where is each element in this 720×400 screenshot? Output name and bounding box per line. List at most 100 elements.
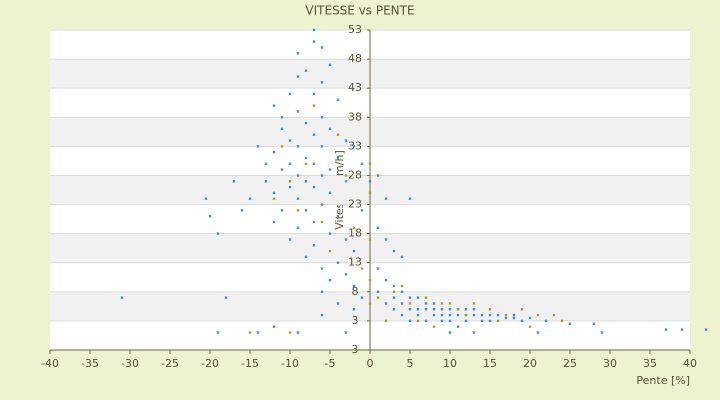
point bbox=[424, 319, 428, 323]
point bbox=[256, 145, 260, 148]
x-tick-label: -35 bbox=[81, 357, 99, 370]
point bbox=[368, 162, 372, 166]
point bbox=[312, 185, 316, 189]
point bbox=[480, 319, 484, 323]
point bbox=[272, 104, 276, 107]
point bbox=[232, 180, 236, 183]
point bbox=[336, 133, 340, 136]
point bbox=[400, 284, 404, 288]
point bbox=[280, 116, 284, 119]
point bbox=[328, 249, 332, 253]
point bbox=[400, 255, 404, 259]
point bbox=[392, 290, 396, 294]
point bbox=[472, 302, 476, 305]
point bbox=[288, 238, 292, 241]
point bbox=[552, 313, 556, 317]
point bbox=[320, 313, 324, 317]
x-tick-label: -5 bbox=[325, 357, 336, 370]
point bbox=[448, 313, 452, 317]
point bbox=[368, 191, 372, 195]
point bbox=[392, 296, 396, 299]
point bbox=[280, 209, 284, 212]
x-tick-label: 20 bbox=[523, 357, 537, 370]
point bbox=[304, 162, 308, 166]
point bbox=[448, 308, 452, 311]
point bbox=[328, 63, 332, 67]
point bbox=[240, 209, 244, 212]
point bbox=[600, 331, 604, 334]
point bbox=[304, 121, 308, 125]
point bbox=[384, 319, 388, 323]
point bbox=[352, 226, 356, 230]
point bbox=[432, 302, 436, 305]
point bbox=[392, 308, 396, 311]
point bbox=[536, 331, 540, 334]
y-tick-label: 3 bbox=[352, 314, 359, 327]
point bbox=[360, 296, 364, 299]
point bbox=[360, 162, 364, 166]
point bbox=[464, 308, 468, 311]
point bbox=[304, 156, 308, 160]
point bbox=[472, 331, 476, 334]
point bbox=[568, 322, 572, 326]
point bbox=[272, 197, 276, 200]
y-tick-label: 48 bbox=[348, 52, 362, 65]
chart-title: VITESSE vs PENTE bbox=[305, 4, 414, 18]
x-tick-label: 15 bbox=[483, 357, 497, 370]
point bbox=[368, 180, 372, 183]
point bbox=[376, 296, 380, 299]
point bbox=[304, 209, 308, 212]
point bbox=[408, 197, 412, 200]
point bbox=[480, 313, 484, 317]
point bbox=[312, 92, 316, 96]
point bbox=[512, 316, 516, 320]
point bbox=[400, 313, 404, 317]
y-tick-label: 13 bbox=[348, 256, 362, 269]
point bbox=[288, 162, 292, 166]
point bbox=[456, 325, 460, 328]
point bbox=[328, 278, 332, 282]
point bbox=[352, 284, 356, 288]
point bbox=[312, 133, 316, 136]
point bbox=[456, 313, 460, 317]
point bbox=[464, 313, 468, 317]
y-tick-label: 28 bbox=[348, 168, 362, 181]
point bbox=[456, 308, 460, 311]
x-tick-label: 25 bbox=[563, 357, 577, 370]
point bbox=[296, 145, 300, 148]
point bbox=[368, 278, 372, 282]
point bbox=[368, 238, 372, 241]
point bbox=[520, 319, 524, 323]
point bbox=[440, 313, 444, 317]
point bbox=[512, 313, 516, 317]
point bbox=[344, 331, 348, 334]
y-tick-label: 3 bbox=[352, 343, 359, 356]
point bbox=[496, 319, 500, 323]
point bbox=[528, 316, 532, 320]
point bbox=[296, 75, 300, 78]
point bbox=[328, 232, 332, 235]
point bbox=[360, 209, 364, 212]
point bbox=[488, 313, 492, 317]
point bbox=[288, 180, 292, 183]
point bbox=[368, 302, 372, 305]
point bbox=[392, 249, 396, 253]
y-tick-label: 43 bbox=[348, 81, 362, 94]
x-tick-label: 40 bbox=[683, 357, 697, 370]
point bbox=[408, 296, 412, 299]
point bbox=[408, 319, 412, 323]
point bbox=[204, 197, 208, 200]
point bbox=[344, 139, 348, 142]
point bbox=[440, 302, 444, 305]
x-tick-label: 35 bbox=[643, 357, 657, 370]
point bbox=[432, 313, 436, 317]
point bbox=[416, 308, 420, 311]
x-axis-title: Pente [%] bbox=[636, 374, 690, 387]
point bbox=[448, 319, 452, 323]
x-tick-label: 30 bbox=[603, 357, 617, 370]
point bbox=[272, 220, 276, 224]
point bbox=[520, 308, 524, 311]
point bbox=[304, 69, 308, 72]
point bbox=[376, 174, 380, 177]
